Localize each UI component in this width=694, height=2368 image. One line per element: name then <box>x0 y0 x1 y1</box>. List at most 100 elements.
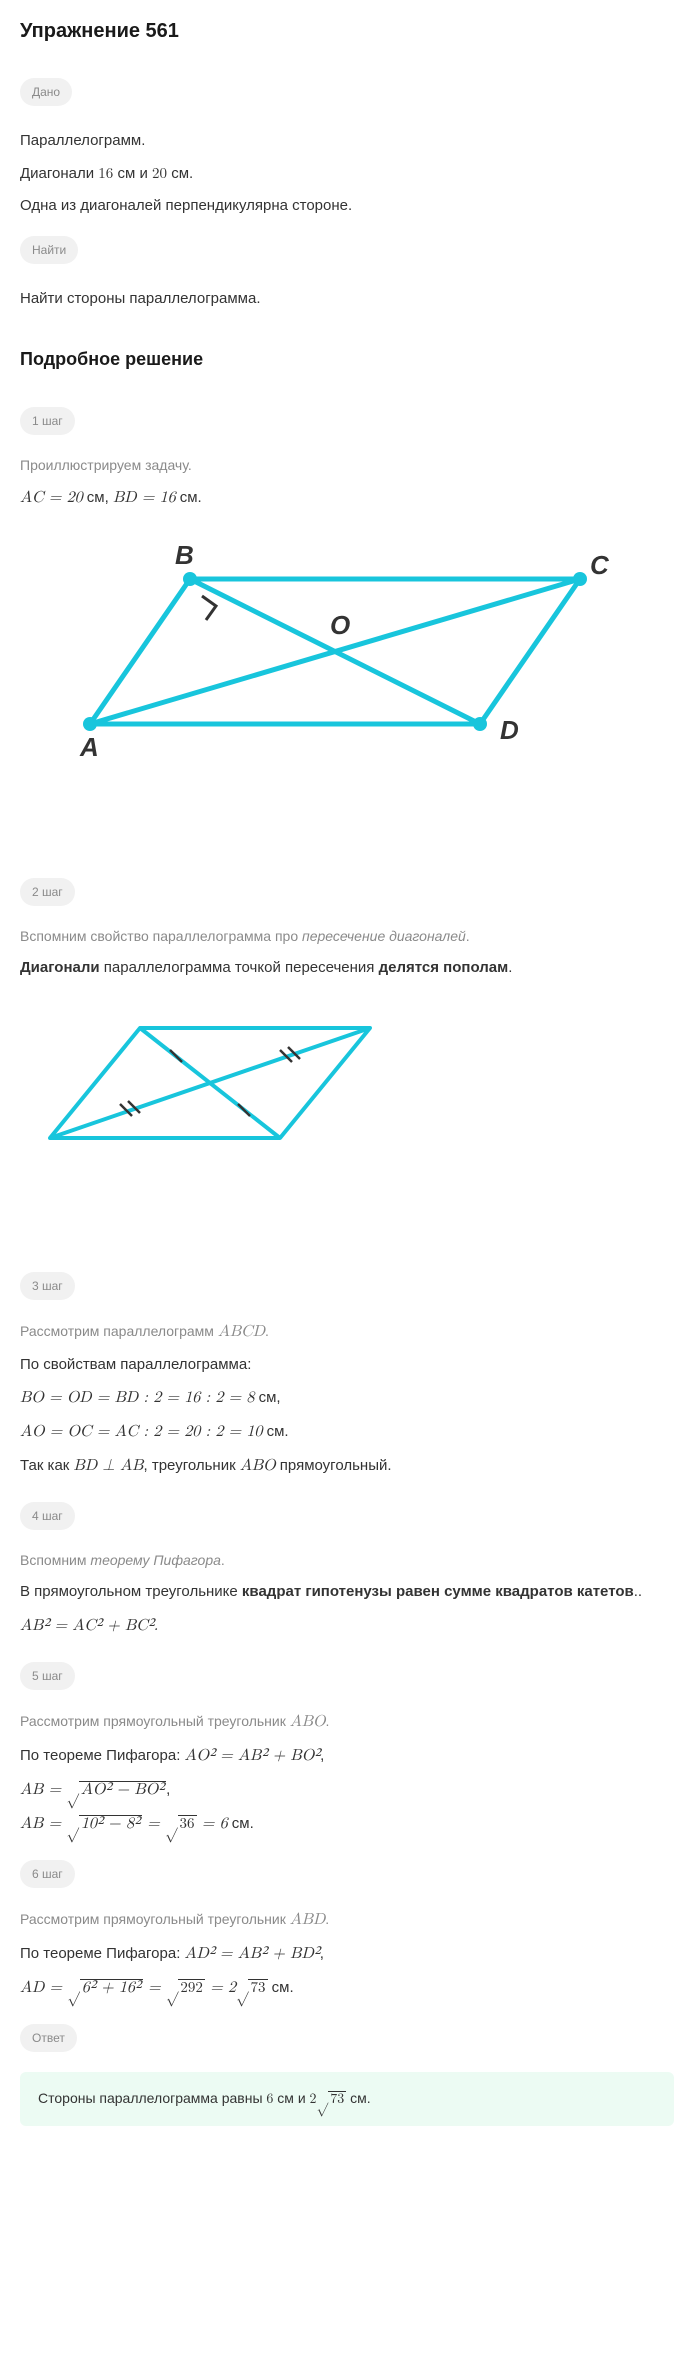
parallelogram-diagram: A B C D O <box>20 534 674 764</box>
text: см. <box>228 1815 254 1832</box>
step1-desc: Проиллюстрируем задачу. <box>20 455 674 476</box>
exercise-title: Упражнение 561 <box>20 16 674 46</box>
step3-eq2: AO = OC = AC : 2 = 20 : 2 = 10 см. <box>20 1420 674 1444</box>
text: , треугольник <box>143 1457 239 1474</box>
answer-v2rad: 73 <box>328 2091 346 2106</box>
answer-label: Ответ <box>20 2024 77 2052</box>
step5-line2: AB = √AO² − BO², <box>20 1778 674 1802</box>
step4-rule: В прямоугольном треугольнике квадрат гип… <box>20 1581 674 1604</box>
step2-rule: Диагонали параллелограмма точкой пересеч… <box>20 957 674 980</box>
text: см. <box>176 489 202 506</box>
text: см. <box>167 165 193 182</box>
eq: AO = OC = AC : 2 = 20 : 2 = 10 <box>20 1424 262 1440</box>
text: . <box>508 959 512 976</box>
text: , <box>166 1781 170 1798</box>
step6-desc: Рассмотрим прямоугольный треугольник ABD… <box>20 1908 674 1932</box>
step5-line3: AB = √10² − 8² = √36 = 6 см. <box>20 1812 674 1836</box>
text: . <box>325 1911 329 1927</box>
solution-title: Подробное решение <box>20 346 674 373</box>
step3-desc: Рассмотрим параллелограмм ABCD. <box>20 1320 674 1344</box>
given-line1: Параллелограмм. <box>20 130 674 153</box>
obj-abd: ABD <box>290 1912 326 1928</box>
eq-lhs: AB = <box>20 1816 66 1832</box>
text: , <box>320 1945 324 1962</box>
answer-mid: см и <box>273 2090 309 2106</box>
step1-label: 1 шаг <box>20 407 75 435</box>
diag1-val: 16 <box>98 166 113 181</box>
step3-eq1: BO = OD = BD : 2 = 16 : 2 = 8 см, <box>20 1386 674 1410</box>
eq: AB² = AC² + BC². <box>20 1618 158 1634</box>
given-label: Дано <box>20 78 72 106</box>
text: . <box>221 1552 225 1568</box>
step3-label: 3 шаг <box>20 1272 75 1300</box>
eq-ac: AC = 20 <box>20 490 83 506</box>
text: . <box>265 1323 269 1339</box>
eq-coef: = 2 <box>205 1980 236 1996</box>
text: см. <box>268 1979 294 1996</box>
text: Рассмотрим параллелограмм <box>20 1323 218 1339</box>
step5-desc: Рассмотрим прямоугольный треугольник ABO… <box>20 1710 674 1734</box>
text-bold: Диагонали <box>20 959 100 976</box>
eq: BO = OD = BD : 2 = 16 : 2 = 8 <box>20 1390 254 1406</box>
text: По теореме Пифагора: <box>20 1747 185 1764</box>
perp: BD ⊥ AB <box>74 1458 144 1474</box>
label-d: D <box>500 715 519 745</box>
text: Вспомним <box>20 1552 90 1568</box>
text-bold: делятся пополам <box>379 959 509 976</box>
given-line3: Одна из диагоналей перпендикулярна сторо… <box>20 195 674 218</box>
eq-lhs: AD = <box>20 1980 67 1996</box>
eq-bd: BD = 16 <box>113 490 176 506</box>
text: см, <box>83 489 113 506</box>
radicand: 36 <box>178 1815 197 1831</box>
tri: ABO <box>240 1458 276 1474</box>
step1-eq: AC = 20 см, BD = 16 см. <box>20 486 674 510</box>
text: Рассмотрим прямоугольный треугольник <box>20 1713 290 1729</box>
text-bold: квадрат гипотенузы равен сумме квадратов… <box>242 1583 634 1600</box>
radicand: 73 <box>248 1979 267 1995</box>
text-em: пересечение диагоналей <box>302 928 466 944</box>
parallelogram-bisect-diagram <box>20 1008 674 1158</box>
text: см, <box>254 1389 280 1406</box>
step4-label: 4 шаг <box>20 1502 75 1530</box>
step3-line4: Так как BD ⊥ AB, треугольник ABO прямоуг… <box>20 1454 674 1478</box>
text: Так как <box>20 1457 74 1474</box>
given-line2: Диагонали 16 см и 20 см. <box>20 163 674 186</box>
eq-rhs: = 6 <box>197 1816 228 1832</box>
radicand: 6² + 16² <box>80 1979 143 1996</box>
step2-label: 2 шаг <box>20 878 75 906</box>
text: . <box>466 928 470 944</box>
text: Рассмотрим прямоугольный треугольник <box>20 1911 290 1927</box>
radicand: AO² − BO² <box>79 1781 166 1798</box>
label-c: C <box>590 550 610 580</box>
text-em: теорему Пифагора <box>90 1552 221 1568</box>
text: .. <box>634 1583 642 1600</box>
label-o: O <box>330 610 350 640</box>
diag2-val: 20 <box>152 166 167 181</box>
text: . <box>326 1713 330 1729</box>
answer-v2a: 2 <box>310 2092 317 2106</box>
label-a: A <box>79 732 99 762</box>
label-b: B <box>175 540 194 570</box>
text: Вспомним свойство параллелограмма про <box>20 928 302 944</box>
eq: AO² = AB² + BO² <box>185 1748 321 1764</box>
text: = <box>142 1816 165 1832</box>
find-text: Найти стороны параллелограмма. <box>20 288 674 311</box>
text: , <box>320 1747 324 1764</box>
text: В прямоугольном треугольнике <box>20 1583 242 1600</box>
step4-eq: AB² = AC² + BC². <box>20 1614 674 1638</box>
obj-abcd: ABCD <box>218 1324 265 1340</box>
text: Диагонали <box>20 165 98 182</box>
step3-line1: По свойствам параллелограмма: <box>20 1354 674 1377</box>
step6-label: 6 шаг <box>20 1860 75 1888</box>
text: прямоугольный. <box>276 1457 392 1474</box>
step4-desc: Вспомним теорему Пифагора. <box>20 1550 674 1571</box>
answer-post: см. <box>346 2090 370 2106</box>
answer-pre: Стороны параллелограмма равны <box>38 2090 266 2106</box>
obj-abo: ABO <box>290 1714 326 1730</box>
eq-lhs: AB = <box>20 1782 66 1798</box>
step5-label: 5 шаг <box>20 1662 75 1690</box>
step2-desc: Вспомним свойство параллелограмма про пе… <box>20 926 674 947</box>
radicand: 10² − 8² <box>79 1815 142 1832</box>
step5-line1: По теореме Пифагора: AO² = AB² + BO², <box>20 1744 674 1768</box>
text: см. <box>262 1423 288 1440</box>
